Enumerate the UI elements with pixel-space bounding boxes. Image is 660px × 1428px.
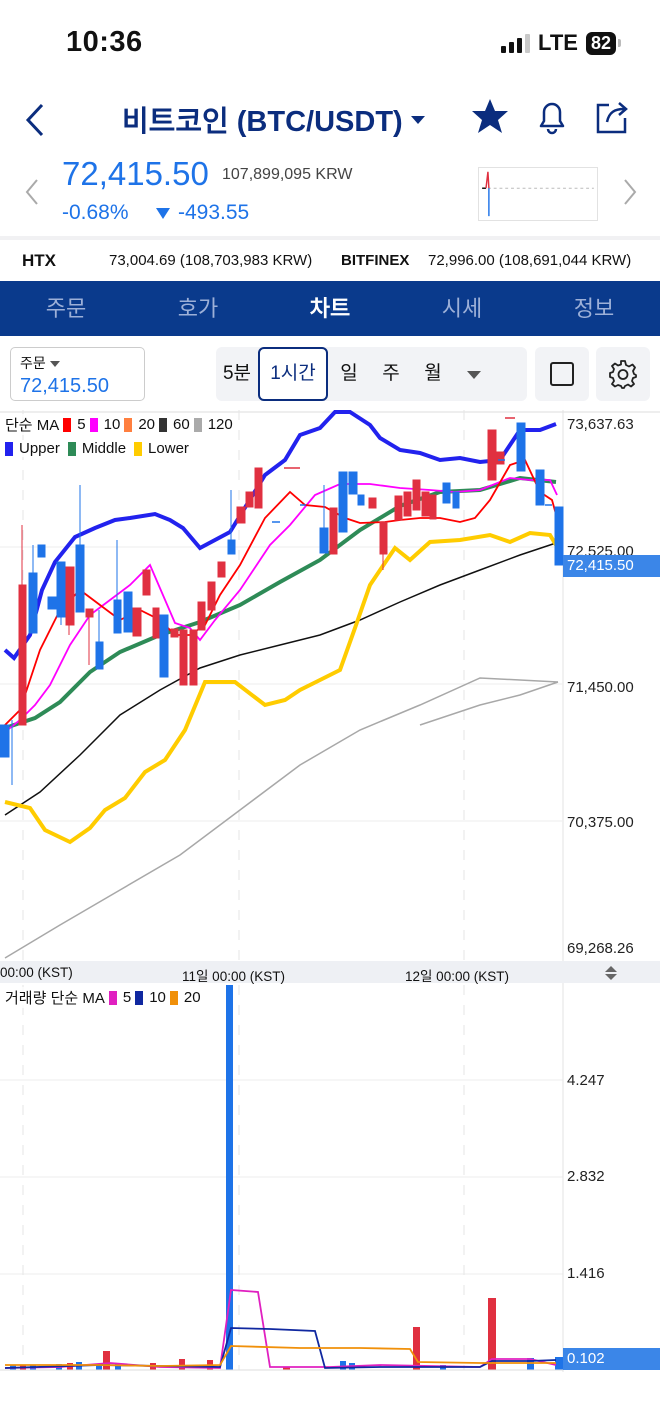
volume-axis-label: 1.416 <box>567 1265 605 1282</box>
back-icon[interactable] <box>20 100 50 140</box>
status-time: 10:36 <box>66 26 143 58</box>
current-volume-tag: 0.102 <box>563 1348 660 1370</box>
bell-icon[interactable] <box>532 96 572 136</box>
prev-coin-icon[interactable] <box>22 177 42 207</box>
change-percent: -0.68% <box>62 201 129 224</box>
y-axis-label: 70,375.00 <box>567 814 634 831</box>
battery-icon: 82 <box>585 31 622 55</box>
tab-market[interactable]: 시세 <box>441 296 483 321</box>
coin-selector[interactable]: 비트코인 (BTC/USDT) <box>122 98 425 140</box>
status-bar: 10:36 LTE 82 <box>0 0 660 86</box>
volume-axis-label: 4.247 <box>567 1072 605 1089</box>
current-price-tag: 72,415.50 <box>563 555 660 577</box>
price-summary: 72,415.50 107,899,095 KRW -0.68% -493.55 <box>0 155 660 233</box>
x-axis-label: 00:00 (KST) <box>0 965 73 980</box>
period-day[interactable]: 일 <box>340 363 358 384</box>
change-amount: -493.55 <box>156 201 249 225</box>
legend-swatch <box>134 441 143 456</box>
exchange-value: 72,996.00 (108,691,044 KRW) <box>428 252 632 269</box>
next-coin-icon[interactable] <box>620 177 640 207</box>
period-selector: 5분 1시간 일 주 월 <box>216 347 527 401</box>
ma-legend[interactable]: 단순 MA 5 10 20 60 120 <box>5 414 233 435</box>
y-axis-label: 69,268.26 <box>567 940 634 957</box>
order-price: 72,415.50 <box>20 375 109 397</box>
legend-swatch <box>124 417 133 432</box>
period-1hour[interactable]: 1시간 <box>258 347 328 401</box>
volume-chart <box>0 985 564 1372</box>
exchange-name: BITFINEX <box>341 252 410 269</box>
order-button[interactable]: 주문 72,415.50 <box>10 347 145 401</box>
legend-swatch <box>89 417 98 432</box>
square-icon <box>550 362 574 386</box>
divider <box>0 236 660 240</box>
chevron-down-icon <box>49 361 60 367</box>
time-axis[interactable]: 00:00 (KST) 11일 00:00 (KST) 12일 00:00 (K… <box>0 961 660 984</box>
star-icon[interactable] <box>470 96 510 136</box>
bollinger-legend[interactable]: Upper Middle Lower <box>5 440 189 457</box>
price-chart-canvas[interactable] <box>0 410 660 1428</box>
mini-chart <box>478 167 598 221</box>
current-price: 72,415.50 <box>62 155 209 192</box>
page-title: 비트코인 (BTC/USDT) <box>122 106 403 138</box>
chevron-down-icon <box>467 371 481 379</box>
exchange-name: HTX <box>22 250 56 270</box>
x-axis-label: 11일 00:00 (KST) <box>182 969 285 984</box>
chart-area[interactable]: 단순 MA 5 10 20 60 120 Upper Middle Lower … <box>0 410 660 1428</box>
period-more-button[interactable] <box>454 369 494 379</box>
resize-handle-icon[interactable] <box>603 965 619 981</box>
tab-info[interactable]: 정보 <box>573 296 615 321</box>
chart-toolbar: 주문 72,415.50 5분 1시간 일 주 월 <box>0 341 660 407</box>
legend-swatch <box>108 990 117 1005</box>
legend-swatch <box>169 990 178 1005</box>
exchange-value: 73,004.69 (108,703,983 KRW) <box>109 252 313 269</box>
fullscreen-button[interactable] <box>535 347 589 401</box>
network-label: LTE <box>538 30 578 55</box>
period-week[interactable]: 주 <box>382 363 400 384</box>
settings-button[interactable] <box>596 347 650 401</box>
down-arrow-icon <box>156 207 170 219</box>
legend-swatch <box>135 990 144 1005</box>
legend-swatch <box>159 417 167 432</box>
nav-header: 비트코인 (BTC/USDT) <box>0 90 660 146</box>
legend-swatch <box>67 441 76 456</box>
x-axis-label: 12일 00:00 (KST) <box>405 969 509 984</box>
price-krw: 107,899,095 KRW <box>222 166 353 183</box>
legend-swatch <box>63 417 72 432</box>
gear-icon <box>609 360 637 389</box>
tab-order[interactable]: 주문 <box>45 296 87 321</box>
legend-swatch <box>193 417 202 432</box>
candles <box>0 417 564 785</box>
y-axis-label: 71,450.00 <box>567 679 634 696</box>
signal-icon <box>501 33 531 53</box>
y-axis-label: 73,637.63 <box>567 416 634 433</box>
exchange-prices: HTX 73,004.69 (108,703,983 KRW) BITFINEX… <box>0 240 660 281</box>
tab-bar: 주문 호가 차트 시세 정보 <box>0 281 660 336</box>
legend-swatch <box>5 441 13 456</box>
share-icon[interactable] <box>593 96 633 136</box>
period-5min[interactable]: 5분 <box>222 363 252 384</box>
volume-axis-label: 2.832 <box>567 1168 605 1185</box>
volume-ma-legend[interactable]: 거래량 단순 MA 5 10 20 <box>5 987 201 1008</box>
chevron-down-icon <box>410 116 425 124</box>
period-month[interactable]: 월 <box>424 363 442 384</box>
tab-chart[interactable]: 차트 <box>309 296 351 321</box>
status-indicators: LTE 82 <box>501 30 622 56</box>
tab-orderbook[interactable]: 호가 <box>177 296 219 321</box>
